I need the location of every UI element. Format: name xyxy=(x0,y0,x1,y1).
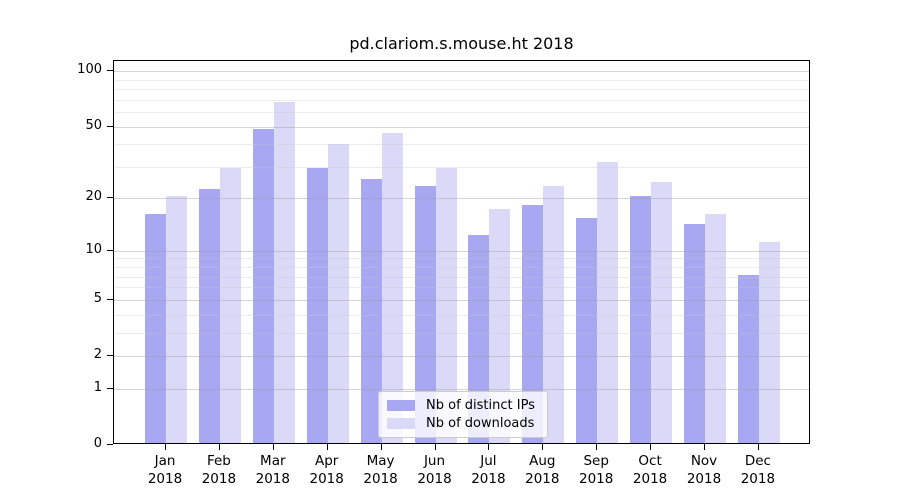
x-tick-label: Sep 2018 xyxy=(579,453,614,487)
legend: Nb of distinct IPs Nb of downloads xyxy=(378,391,548,438)
bar-downloads xyxy=(597,162,619,443)
bar-downloads xyxy=(219,167,241,443)
x-tick-mark xyxy=(380,444,382,450)
gridline-minor xyxy=(114,79,809,81)
legend-label-distinct-ips: Nb of distinct IPs xyxy=(426,398,535,414)
y-tick-mark xyxy=(107,444,113,445)
bar-distinct-ips xyxy=(630,196,652,443)
gridline-major xyxy=(114,250,809,252)
legend-row: Nb of distinct IPs xyxy=(387,397,538,414)
plot-area: Nb of distinct IPs Nb of downloads xyxy=(113,60,810,444)
gridline-major xyxy=(114,388,809,390)
gridline-major xyxy=(114,71,809,73)
y-tick-mark xyxy=(107,249,113,251)
bar-downloads xyxy=(651,182,673,443)
x-tick-mark xyxy=(165,444,166,450)
x-tick-mark xyxy=(757,444,759,450)
gridline-minor xyxy=(114,314,809,316)
x-tick-label: Oct 2018 xyxy=(632,453,668,487)
bar-downloads xyxy=(543,185,565,443)
chart-title: pd.clariom.s.mouse.ht 2018 xyxy=(349,34,574,53)
gridline-major xyxy=(114,299,809,301)
bar-distinct-ips xyxy=(198,189,220,443)
bar-distinct-ips xyxy=(414,185,436,443)
x-tick-label: Nov 2018 xyxy=(686,453,722,487)
bar-distinct-ips xyxy=(684,223,705,443)
grid-layer xyxy=(114,61,809,443)
bar-downloads xyxy=(489,208,511,443)
y-tick-label: 0 xyxy=(93,436,102,451)
gridline-minor xyxy=(114,287,809,289)
x-tick-mark xyxy=(650,444,652,450)
bar-downloads xyxy=(758,241,780,443)
x-tick-label: Feb 2018 xyxy=(201,453,237,487)
y-tick-mark xyxy=(107,355,113,356)
bar-downloads xyxy=(327,144,349,443)
legend-label-downloads: Nb of downloads xyxy=(426,415,535,431)
gridline-minor xyxy=(114,112,809,114)
bar-distinct-ips xyxy=(576,218,598,443)
x-tick-mark xyxy=(488,444,490,450)
y-tick-mark xyxy=(107,298,113,300)
gridline-minor xyxy=(114,258,809,260)
x-tick-mark xyxy=(272,444,274,450)
y-tick-mark xyxy=(107,387,113,389)
gridline-minor xyxy=(114,166,809,168)
x-tick-label: Jun 2018 xyxy=(417,453,452,487)
bar-distinct-ips xyxy=(360,179,382,443)
gridline-major xyxy=(114,356,809,357)
bar-distinct-ips xyxy=(306,167,328,443)
gridline-minor xyxy=(114,89,809,91)
y-tick-label: 20 xyxy=(85,189,102,205)
y-tick-label: 5 xyxy=(93,290,102,306)
bar-distinct-ips xyxy=(522,204,544,443)
legend-swatch-distinct-ips xyxy=(387,400,415,412)
bar-downloads xyxy=(273,102,295,443)
x-tick-label: Apr 2018 xyxy=(309,453,344,487)
bar-downloads xyxy=(435,167,457,443)
legend-swatch-downloads xyxy=(387,417,415,429)
gridline-major xyxy=(114,198,809,200)
x-tick-mark xyxy=(434,444,436,450)
x-tick-label: May 2018 xyxy=(363,453,398,487)
bar-distinct-ips xyxy=(145,213,166,443)
gridline-minor xyxy=(114,267,809,269)
y-tick-mark xyxy=(107,70,113,72)
y-tick-label: 1 xyxy=(93,379,102,395)
bar-downloads xyxy=(705,213,726,443)
gridline-minor xyxy=(114,332,809,334)
y-tick-label: 50 xyxy=(85,117,102,133)
bar-downloads xyxy=(381,132,403,443)
x-tick-mark xyxy=(218,444,220,450)
bar-downloads xyxy=(166,196,187,443)
x-tick-mark xyxy=(596,444,598,450)
y-tick-label: 10 xyxy=(85,241,102,257)
x-tick-label: Dec 2018 xyxy=(740,453,776,487)
y-tick-mark xyxy=(107,125,113,127)
x-tick-label: Mar 2018 xyxy=(255,453,290,487)
x-tick-mark xyxy=(326,444,328,450)
x-tick-mark xyxy=(704,444,705,450)
x-tick-label: Aug 2018 xyxy=(525,453,560,487)
legend-row: Nb of downloads xyxy=(387,415,538,432)
gridline-minor xyxy=(114,99,809,101)
gridline-minor xyxy=(114,276,809,278)
x-tick-label: Jan 2018 xyxy=(147,453,183,487)
x-tick-label: Jul 2018 xyxy=(471,453,506,487)
gridline-major xyxy=(114,126,809,128)
gridline-minor xyxy=(114,144,809,146)
y-tick-mark xyxy=(107,197,113,199)
y-tick-label: 100 xyxy=(77,62,102,78)
bar-distinct-ips xyxy=(252,129,274,443)
bar-distinct-ips xyxy=(737,274,759,443)
y-tick-label: 2 xyxy=(93,347,102,362)
x-tick-mark xyxy=(542,444,544,450)
